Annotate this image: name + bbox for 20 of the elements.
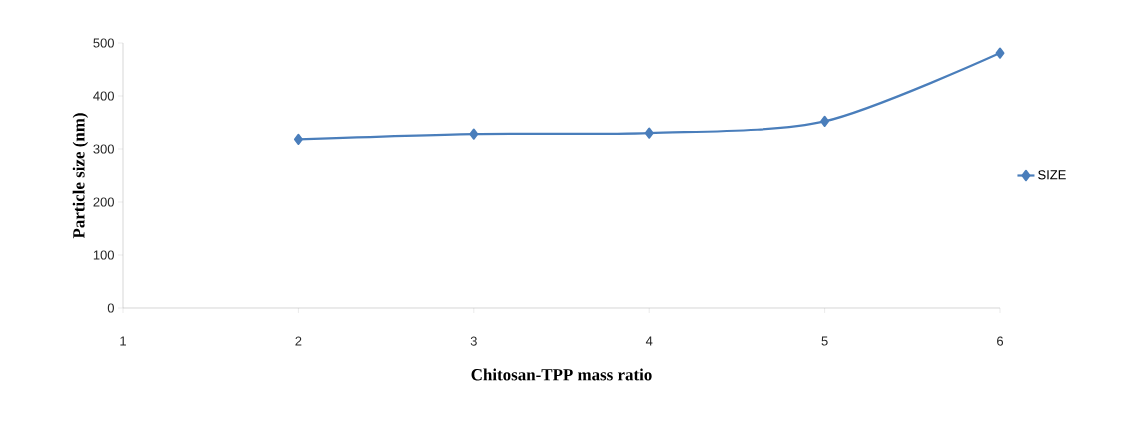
x-tick-label: 1 [120, 336, 126, 346]
y-tick-label: 200 [93, 197, 114, 207]
y-axis-title: Particle size (nm) [72, 113, 89, 239]
y-tick-label: 500 [93, 38, 114, 48]
point [469, 128, 479, 140]
point [293, 133, 303, 146]
point [644, 127, 654, 139]
x-tick-label: 4 [645, 336, 653, 346]
y-tick-label: 100 [93, 250, 114, 260]
x-axis-title: Chitosan-TPP mass ratio [471, 368, 652, 381]
y-tick-label: 0 [107, 303, 114, 313]
y-tick-label: 400 [93, 91, 114, 101]
point [995, 47, 1005, 59]
x-tick-label: 5 [821, 336, 828, 346]
x-tick-label: 2 [295, 336, 302, 346]
legend-label: SIZE [1038, 170, 1066, 180]
x-tick-label: 6 [997, 336, 1004, 346]
y-tick-label: 300 [93, 144, 114, 154]
point [820, 115, 830, 128]
x-tick-label: 3 [470, 336, 477, 346]
